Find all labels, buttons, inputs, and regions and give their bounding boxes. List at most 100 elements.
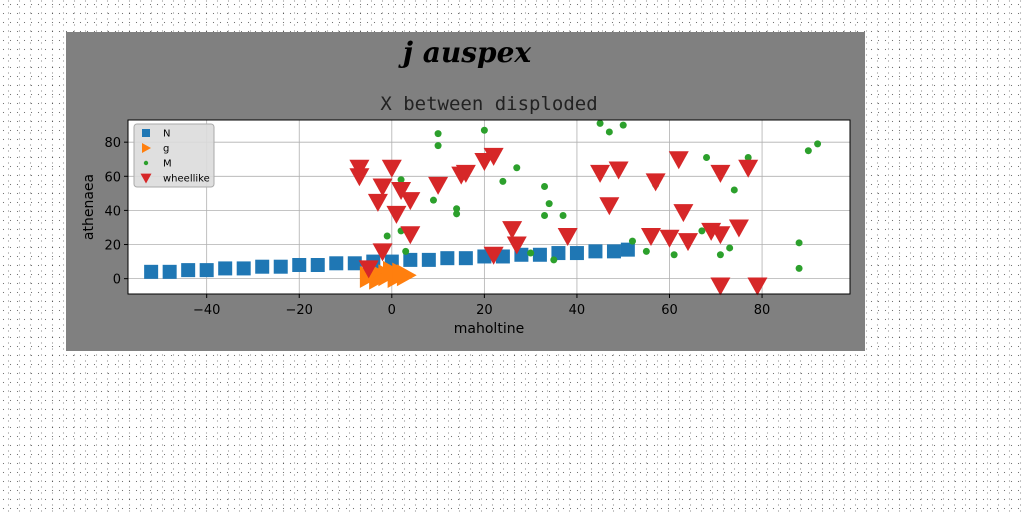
y-tick-label: 80 [104, 136, 121, 151]
data-point [620, 242, 635, 257]
y-tick-label: 0 [113, 273, 121, 288]
data-point [434, 142, 442, 150]
data-point [397, 176, 405, 184]
data-point [400, 226, 421, 245]
data-point [596, 119, 604, 127]
data-point [795, 264, 803, 272]
x-tick-label: 0 [388, 303, 396, 318]
data-point [703, 154, 711, 162]
data-point [619, 121, 627, 129]
plot-area [128, 120, 850, 294]
data-point [747, 277, 768, 296]
data-point [532, 247, 547, 262]
plot-frame [127, 119, 851, 295]
data-point [698, 227, 706, 235]
y-tick-label: 40 [104, 204, 121, 219]
data-point [480, 126, 488, 134]
data-point [273, 259, 288, 274]
data-point [673, 204, 694, 223]
data-point [402, 247, 410, 255]
data-point [506, 236, 527, 255]
data-point [349, 168, 370, 187]
legend-label: N [163, 129, 170, 140]
data-point [678, 233, 699, 252]
data-point [367, 193, 388, 212]
data-point [391, 181, 412, 200]
data-point [814, 140, 822, 148]
data-point [428, 176, 449, 195]
x-tick-label: 20 [476, 303, 493, 318]
data-point [730, 186, 738, 194]
data-point [710, 277, 731, 296]
data-point [386, 205, 407, 224]
data-point [645, 173, 666, 192]
chart-suptitle: j auspex [398, 36, 532, 69]
data-point [162, 264, 177, 279]
data-point [628, 237, 636, 245]
y-axis-label: athenaea [81, 174, 97, 240]
data-point [605, 128, 613, 136]
ticks: −40 −20 0 20 40 60 80 0 20 40 60 80 [104, 136, 770, 318]
data-point [483, 246, 504, 265]
data-point [453, 210, 461, 218]
data-point [541, 212, 549, 220]
data-point [590, 164, 611, 183]
data-point [347, 256, 362, 271]
data-point [434, 130, 442, 138]
x-tick-label: −40 [193, 303, 220, 318]
data-point [608, 161, 629, 180]
data-point [499, 177, 507, 185]
data-point [606, 244, 621, 259]
data-point [455, 164, 476, 183]
data-point [557, 228, 578, 246]
data-point [744, 154, 752, 162]
x-tick-label: −20 [286, 303, 313, 318]
data-point [527, 249, 535, 257]
data-point [372, 243, 393, 262]
data-point [236, 261, 251, 276]
data-point [716, 251, 724, 259]
data-point [383, 232, 391, 240]
series-layer [144, 119, 822, 296]
data-point [292, 258, 307, 272]
data-point [403, 252, 418, 267]
data-point [400, 192, 421, 211]
legend-marker [140, 173, 152, 184]
data-point [199, 263, 214, 278]
data-point [358, 260, 379, 279]
data-point [804, 147, 812, 155]
data-point [453, 205, 461, 213]
series-wheellike [349, 147, 768, 296]
x-tick-label: 60 [661, 303, 678, 318]
chart-figure: j auspex X between disploded −40 −20 0 20 40… [66, 32, 865, 351]
legend-marker [142, 129, 150, 137]
data-point [545, 200, 553, 208]
data-point [218, 261, 233, 276]
series-N [144, 242, 635, 279]
chart-title: X between disploded [380, 93, 597, 115]
data-point [710, 164, 731, 183]
x-tick-label: 40 [569, 303, 586, 318]
data-point [726, 244, 734, 252]
data-point [642, 247, 650, 255]
data-point [513, 164, 521, 172]
data-point [640, 228, 661, 246]
x-tick-label: 80 [754, 303, 771, 318]
data-point [392, 262, 413, 285]
data-point [329, 256, 344, 271]
legend-box [133, 123, 215, 188]
data-point [795, 239, 803, 247]
data-point [440, 251, 455, 266]
y-tick-label: 20 [104, 239, 121, 254]
data-point [421, 252, 436, 267]
legend-marker [143, 160, 149, 166]
data-point [659, 229, 680, 248]
legend-marker [142, 143, 151, 153]
data-point [710, 226, 731, 245]
data-point [738, 159, 759, 178]
data-point [181, 263, 196, 278]
scatter-chart: j auspex X between disploded −40 −20 0 20 40… [81, 36, 851, 337]
data-point [668, 151, 689, 170]
data-point [429, 196, 437, 204]
